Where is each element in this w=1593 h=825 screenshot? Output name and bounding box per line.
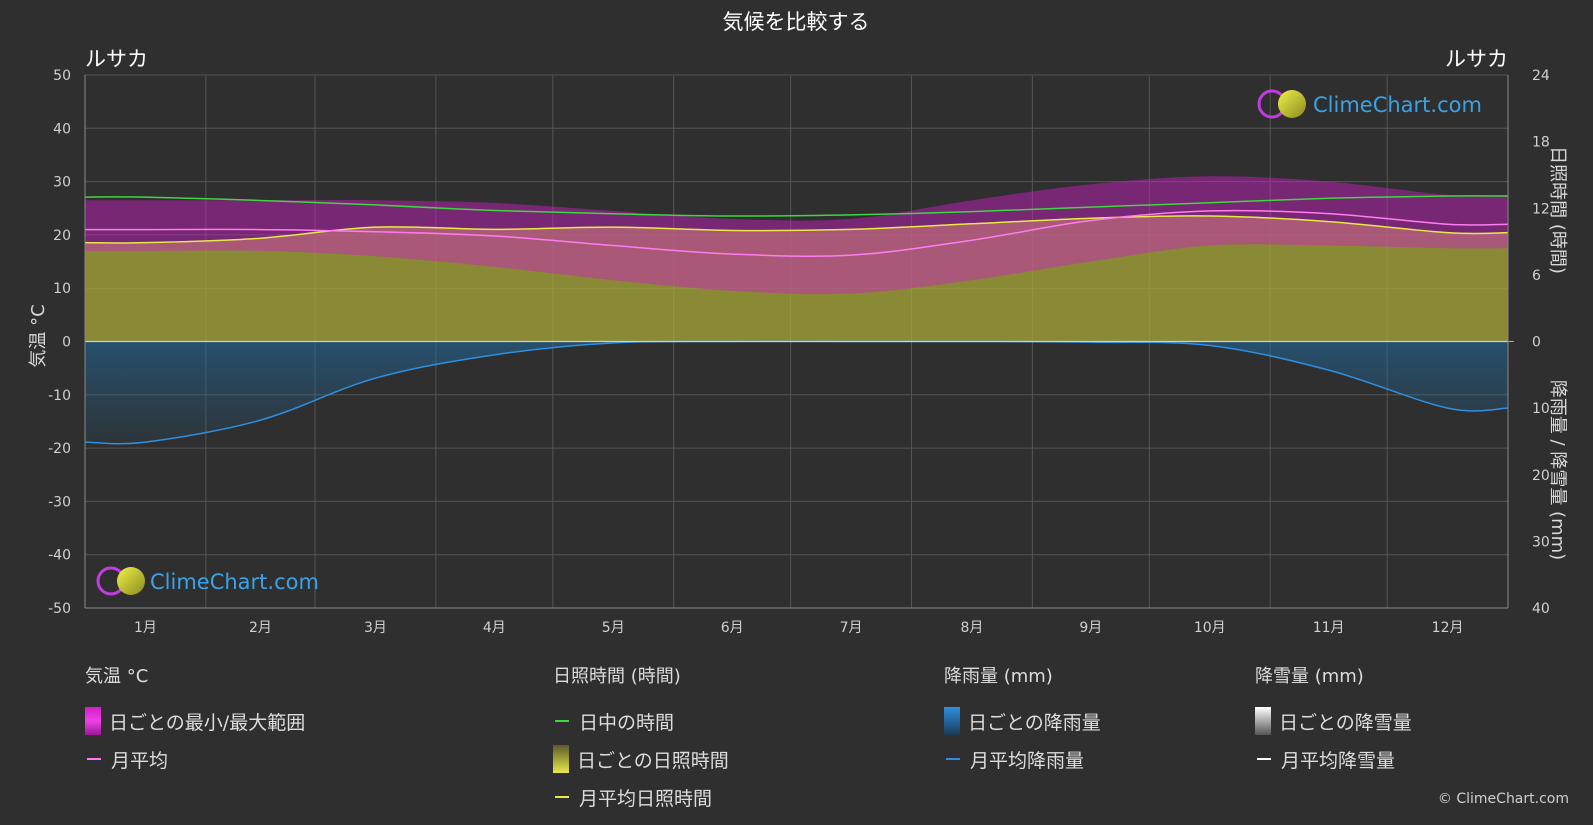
y-tick-left: 10 [53,281,71,297]
climechart-sun-icon [1278,90,1306,118]
legend-label: 月平均降雪量 [1281,749,1396,772]
x-tick-label: 5月 [602,620,625,636]
x-tick-label: 1月 [134,620,157,636]
daylight-swatch [555,720,569,722]
legend-sunshine: 日照時間 (時間) 日中の時間 日ごとの日照時間 月平均日照時間 [553,662,729,816]
chart-title: 気候を比較する [723,10,870,34]
y-tick-left: -50 [48,601,71,617]
temp-avg-line [85,209,1509,258]
x-tick-label: 10月 [1194,620,1226,636]
legend-item: 月平均降雪量 [1255,740,1412,778]
y-tick-right-bottom: 20 [1532,468,1550,484]
y-axis-right-bottom-label: 降雨量 / 降雪量 (mm) [1547,380,1568,560]
legend-item: 日中の時間 [553,702,729,740]
temp-range-swatch [85,707,101,735]
x-tick-label: 9月 [1079,620,1102,636]
y-axis-left-label: 気温 °C [28,304,49,367]
legend-head: 降雪量 (mm) [1255,666,1364,687]
legend-label: 日ごとの降雨量 [968,711,1101,734]
legend-head: 降雨量 (mm) [944,666,1053,687]
y-tick-left: -10 [48,388,71,404]
rain-daily-swatch [944,707,960,735]
x-tick-label: 11月 [1313,620,1345,636]
legend-label: 日ごとの最小/最大範囲 [109,711,306,734]
legend-item: 月平均降雨量 [944,740,1101,778]
legend-snow: 降雪量 (mm) 日ごとの降雪量 月平均降雪量 [1255,662,1412,778]
legend-label: 日ごとの降雪量 [1279,711,1412,734]
sunshine-daily-swatch [553,745,569,773]
climate-chart: 50 40 30 20 10 0 -10 -20 -30 -40 -50 24 18 12 6 0 10 20 30… [28,10,1568,636]
legend-item: 月平均日照時間 [553,778,729,816]
x-tick-label: 3月 [364,620,387,636]
x-tick-label: 8月 [960,620,983,636]
legend-item: 日ごとの降雪量 [1255,702,1412,740]
y-tick-right-top: 6 [1532,268,1541,284]
watermark-text: ClimeChart.com [150,570,319,594]
y-tick-left: 40 [53,121,71,137]
y-tick-left: 0 [62,335,71,351]
y-tick-right-top: 12 [1532,201,1550,217]
y-axis-right-top-label: 日照時間 (時間) [1547,146,1568,274]
watermark-bottom: ClimeChart.com [96,566,319,596]
legend-label: 月平均 [111,749,169,772]
rain-avg-swatch [946,758,960,760]
legend-label: 月平均降雨量 [970,749,1085,772]
y-tick-left: 20 [53,228,71,244]
legend-label: 月平均日照時間 [579,787,713,810]
x-tick-label: 7月 [840,620,863,636]
y-tick-right-bottom: 10 [1532,401,1550,417]
legend-item: 月平均 [85,740,305,778]
legend-rain: 降雨量 (mm) 日ごとの降雨量 月平均降雨量 [944,662,1101,778]
legend-item: 日ごとの最小/最大範囲 [85,702,305,740]
legend-item: 日ごとの降雨量 [944,702,1101,740]
y-tick-left: -30 [48,494,71,510]
axes: 50 40 30 20 10 0 -10 -20 -30 -40 -50 24 18 12 6 0 10 20 30… [48,68,1550,636]
legend-temperature: 気温 °C 日ごとの最小/最大範囲 月平均 [85,662,305,778]
watermark-top: ClimeChart.com [1257,89,1482,119]
y-tick-left: 30 [53,175,71,191]
y-tick-left: -20 [48,441,71,457]
temp-avg-swatch [87,758,101,760]
y-tick-left: -40 [48,548,71,564]
legend-head: 日照時間 (時間) [553,666,681,687]
climechart-sun-icon [117,567,145,595]
y-tick-right-bottom: 30 [1532,534,1550,550]
snow-daily-swatch [1255,707,1271,735]
legend-item: 日ごとの日照時間 [553,740,729,778]
snow-avg-swatch [1257,758,1271,760]
sunshine-area [85,215,1508,342]
temp-range-band [85,176,1508,295]
daylight-line [84,195,1509,217]
rain-area [85,341,1508,444]
legend-head: 気温 °C [85,666,149,687]
x-tick-label: 2月 [249,620,272,636]
legend-label: 日中の時間 [579,711,675,734]
sunshine-avg-line [84,215,1509,244]
sunshine-avg-swatch [555,796,569,798]
legend-label: 日ごとの日照時間 [577,749,729,772]
copyright: © ClimeChart.com [1437,791,1569,807]
x-tick-label: 4月 [483,620,506,636]
y-tick-right-top: 18 [1532,135,1550,151]
plot-area [84,176,1509,445]
y-tick-right-bottom: 40 [1532,601,1550,617]
x-tick-label: 12月 [1432,620,1464,636]
location-right: ルサカ [1445,47,1508,71]
y-tick-right-top: 0 [1532,335,1541,351]
x-tick-label: 6月 [721,620,744,636]
location-left: ルサカ [85,47,148,71]
y-tick-left: 50 [53,68,71,84]
watermark-text: ClimeChart.com [1313,93,1482,117]
y-tick-right-top: 24 [1532,68,1550,84]
